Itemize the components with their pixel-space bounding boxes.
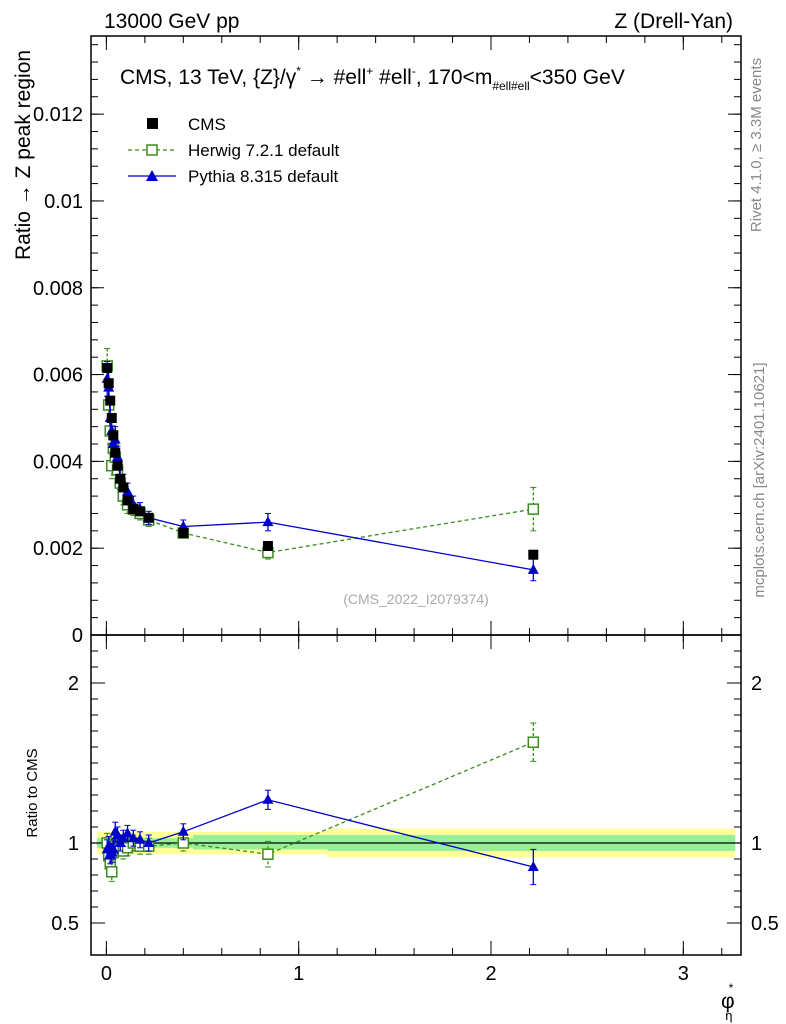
x-tick-label: 2 [485, 963, 496, 985]
y-tick-label: 0.012 [33, 104, 83, 126]
herwig-line [106, 365, 534, 554]
y-axis-title: Ratio → Z peak region [12, 50, 35, 260]
plot-title-range-a: , 170<m [416, 66, 492, 89]
legend-pythia-marker [146, 170, 158, 181]
ratio-tick-label-right: 2 [751, 673, 762, 695]
x-axis-title-sub: η [725, 1008, 732, 1023]
header-left: 13000 GeV pp [104, 10, 239, 33]
pythia-point [527, 563, 539, 574]
cms-point [118, 482, 129, 493]
pythia-ratio-point [143, 837, 155, 847]
cms-point [262, 541, 273, 552]
rivet-version-label: Rivet 4.1.0, ≥ 3.3M events [748, 58, 765, 232]
y-tick-label: 0.004 [33, 451, 83, 473]
pythia-ratio-point [107, 843, 119, 854]
y-tick-label: 0.006 [33, 365, 83, 387]
x-tick-label: 0 [101, 963, 112, 985]
cms-point [112, 460, 123, 471]
ratio-plot-panel: 0 1 2 3 0.5 0.5 1 1 2 2 [51, 634, 779, 985]
cms-point [528, 549, 539, 560]
header-right: Z (Drell-Yan) [614, 10, 733, 33]
cms-point [178, 527, 189, 538]
plot-title-sup1: * [296, 64, 301, 78]
ratio-tick-label: 1 [68, 833, 79, 855]
cms-point [135, 506, 146, 517]
legend: CMS Herwig 7.2.1 default Pythia 8.315 de… [128, 115, 339, 186]
ratio-tick-label-right: 1 [751, 833, 762, 855]
cms-point [110, 447, 121, 458]
cms-point [103, 378, 114, 389]
pythia-point [262, 516, 274, 527]
x-tick-label: 3 [678, 963, 689, 985]
legend-pythia-label: Pythia 8.315 default [188, 167, 339, 186]
y-tick-label: 0.002 [33, 538, 83, 560]
legend-herwig-label: Herwig 7.2.1 default [188, 141, 339, 160]
mcplots-label: mcplots.cern.ch [arXiv:2401.10621] [751, 362, 768, 597]
plot-title-sub: #ell#ell [492, 79, 529, 93]
legend-cms-label: CMS [188, 115, 226, 134]
pythia-ratio-point [527, 861, 539, 871]
cms-point [108, 430, 119, 441]
ratio-tick-label: 0.5 [51, 913, 79, 935]
y-tick-label: 0 [72, 625, 83, 647]
plot-title: CMS, 13 TeV, {Z}/γ* → #ell+ #ell-, 170<m… [120, 64, 625, 93]
legend-cms-marker [147, 118, 158, 129]
herwig-ratio-point [262, 848, 274, 860]
ratio-uncertainty-band-inner [192, 835, 328, 850]
legend-herwig-marker [146, 144, 158, 156]
x-tick-label: 1 [293, 963, 304, 985]
plot-title-range-b: <350 GeV [530, 66, 625, 89]
x-axis-title-sup: * [729, 981, 734, 995]
main-plot-panel: 0 0.002 0.004 0.006 0.008 0.01 0.012 (CMS_2022… [33, 35, 742, 647]
y-tick-label: 0.008 [33, 278, 83, 300]
plot-title-mid: #ell [373, 66, 412, 89]
analysis-watermark: (CMS_2022_I2079374) [343, 591, 489, 607]
ratio-axis-title: Ratio to CMS [24, 748, 41, 837]
pythia-ratio-point [122, 827, 134, 838]
cms-point [106, 412, 117, 423]
pythia-ratio-point [134, 833, 146, 844]
herwig-ratio-point [106, 866, 118, 878]
plot-title-main: CMS, 13 TeV, {Z}/γ [120, 66, 297, 89]
cms-point [128, 504, 139, 515]
x-axis-title-symbol: φ [721, 990, 735, 1013]
cms-point [143, 512, 154, 523]
pythia-ratio-point [127, 832, 139, 843]
herwig-ratio-point [527, 736, 540, 748]
pythia-point [177, 520, 189, 531]
plot-title-sup2: + [366, 64, 373, 78]
y-tick-label: 0.01 [44, 191, 83, 213]
pythia-line [106, 378, 534, 571]
cms-point [115, 473, 126, 484]
x-axis-title: φ* η [721, 981, 735, 1023]
pythia-ratio-point [262, 793, 274, 804]
plot-title-sup3: - [412, 64, 416, 78]
cms-point [105, 395, 116, 406]
ratio-plot-frame [90, 634, 742, 956]
cms-point [102, 363, 113, 374]
ratio-tick-label: 2 [68, 673, 79, 695]
pythia-ratio-point [177, 825, 189, 836]
herwig-point [527, 503, 540, 515]
plot-title-arrow: → #ell [301, 66, 366, 89]
ratio-tick-label-right: 0.5 [751, 913, 779, 935]
cms-point [122, 495, 133, 506]
